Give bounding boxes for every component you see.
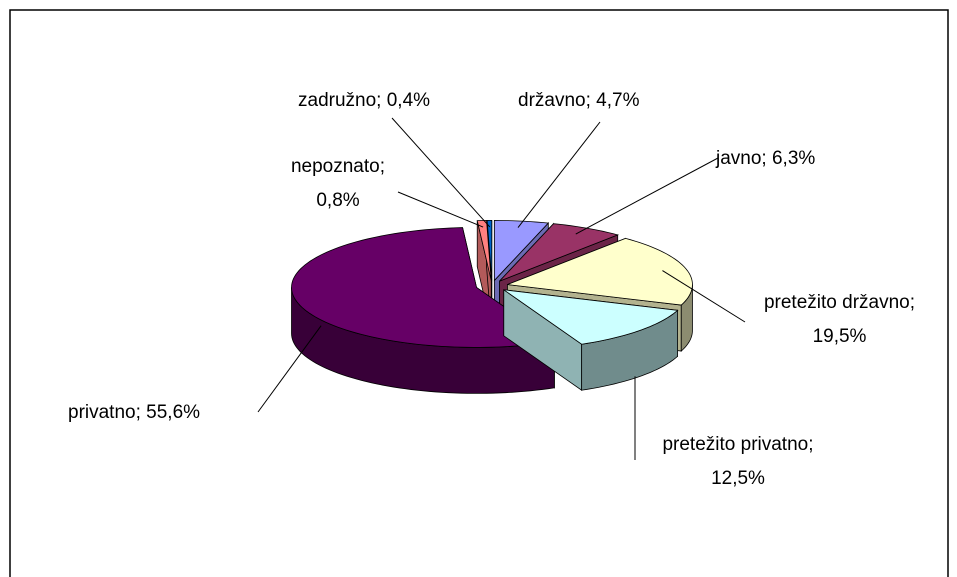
- label-category: državno: [518, 90, 586, 111]
- label-separator: ;: [135, 402, 147, 423]
- label-value: 55,6%: [146, 402, 201, 423]
- label-category: zadružno: [298, 90, 377, 111]
- slice-top: [291, 227, 556, 348]
- data-label: pretežito državno; 19,5%: [742, 286, 937, 354]
- label-category: pretežito državno: [763, 292, 910, 313]
- label-separator: ;: [808, 434, 819, 455]
- slice-top: [486, 219, 493, 281]
- label-value: 0,4%: [386, 90, 431, 111]
- label-value: 12,5%: [711, 468, 765, 489]
- label-separator: ;: [909, 292, 921, 313]
- label-category: pretežito privatno: [662, 434, 809, 455]
- data-label: zadružno; 0,4%: [298, 84, 488, 118]
- slice-top: [493, 220, 550, 282]
- label-value: 4,7%: [596, 90, 640, 111]
- data-label: pretežito privatno; 12,5%: [638, 428, 838, 496]
- leader-line: [575, 157, 719, 235]
- leader-line: [662, 270, 746, 323]
- data-label: javno; 6,3%: [716, 142, 866, 176]
- label-value: 19,5%: [812, 326, 867, 347]
- slice-top: [507, 237, 693, 306]
- leader-line: [397, 191, 484, 228]
- leader-line: [517, 121, 601, 228]
- label-category: javno: [716, 148, 762, 169]
- data-label: privatno; 55,6%: [68, 396, 263, 430]
- label-category: privatno: [68, 402, 136, 423]
- leader-line: [391, 117, 491, 228]
- leader-line: [257, 325, 322, 413]
- data-label: državno; 4,7%: [518, 84, 718, 118]
- slice-top: [503, 289, 679, 345]
- label-separator: ;: [379, 156, 391, 177]
- label-separator: ;: [585, 90, 597, 111]
- slice-top: [476, 220, 492, 281]
- data-label: nepoznato; 0,8%: [268, 150, 408, 218]
- label-separator: ;: [376, 90, 387, 111]
- label-category: nepoznato: [290, 156, 380, 177]
- label-value: 0,8%: [316, 190, 360, 211]
- label-separator: ;: [761, 148, 772, 169]
- label-value: 6,3%: [771, 148, 816, 169]
